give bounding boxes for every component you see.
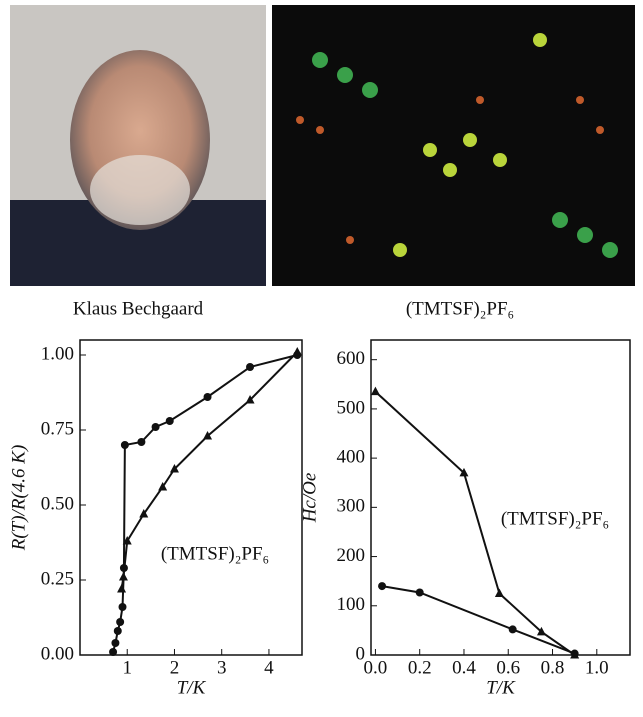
y-tick-label: 0 xyxy=(356,643,366,664)
photo-crystal xyxy=(272,5,635,286)
marker xyxy=(139,509,149,518)
y-tick-label: 500 xyxy=(337,397,366,418)
marker xyxy=(292,347,302,356)
annotation: (TMTSF)₂PF₆ xyxy=(501,508,609,529)
caption: Klaus Bechgaard xyxy=(73,298,204,319)
y-tick-label: 0.25 xyxy=(41,568,74,589)
plot-frame xyxy=(79,339,303,656)
marker xyxy=(137,438,146,446)
marker xyxy=(118,572,128,581)
marker xyxy=(113,627,122,635)
x-axis-label: T/K xyxy=(486,677,516,698)
marker xyxy=(245,395,255,404)
marker xyxy=(246,363,255,371)
x-tick-label: 2 xyxy=(170,657,180,678)
plot-frame xyxy=(370,339,631,656)
y-tick-label: 1.00 xyxy=(41,343,74,364)
x-tick-label: 0.2 xyxy=(408,657,432,678)
marker xyxy=(111,639,120,647)
marker xyxy=(378,582,387,591)
marker xyxy=(203,393,212,401)
x-tick-label: 3 xyxy=(217,657,227,678)
x-tick-label: 0.6 xyxy=(496,657,520,678)
marker xyxy=(165,417,174,425)
x-tick-label: 0.8 xyxy=(541,657,565,678)
marker xyxy=(370,386,380,396)
marker xyxy=(169,464,179,473)
marker xyxy=(122,536,132,545)
marker xyxy=(117,584,127,593)
marker xyxy=(120,441,129,449)
marker xyxy=(203,431,213,440)
photo-portrait xyxy=(10,5,266,286)
y-axis-label: R(T)/R(4.6 K) xyxy=(8,445,29,552)
curve xyxy=(381,585,576,655)
x-tick-label: 4 xyxy=(264,657,274,678)
marker xyxy=(508,625,517,634)
marker xyxy=(415,588,424,597)
marker xyxy=(459,467,469,477)
marker xyxy=(570,649,579,658)
y-tick-label: 0.75 xyxy=(41,418,74,439)
y-tick-label: 0.00 xyxy=(41,643,74,664)
x-tick-label: 1 xyxy=(122,657,132,678)
caption: (TMTSF)₂PF₆ xyxy=(406,298,514,319)
marker xyxy=(158,482,168,491)
y-axis-label: Hc/Oe xyxy=(299,473,320,524)
x-tick-label: 0.0 xyxy=(364,657,388,678)
marker xyxy=(109,648,118,656)
marker xyxy=(118,603,127,611)
y-tick-label: 0.50 xyxy=(41,493,74,514)
marker xyxy=(494,588,504,597)
y-tick-label: 100 xyxy=(337,594,366,615)
x-axis-label: T/K xyxy=(177,677,207,698)
y-tick-label: 400 xyxy=(337,446,366,467)
annotation: (TMTSF)₂PF₆ xyxy=(161,543,269,564)
marker xyxy=(116,618,125,626)
y-tick-label: 200 xyxy=(337,545,366,566)
y-tick-label: 300 xyxy=(337,496,366,517)
marker xyxy=(151,423,160,431)
x-tick-label: 0.4 xyxy=(452,657,476,678)
marker xyxy=(536,626,546,636)
x-tick-label: 1.0 xyxy=(585,657,609,678)
y-tick-label: 600 xyxy=(337,348,366,369)
